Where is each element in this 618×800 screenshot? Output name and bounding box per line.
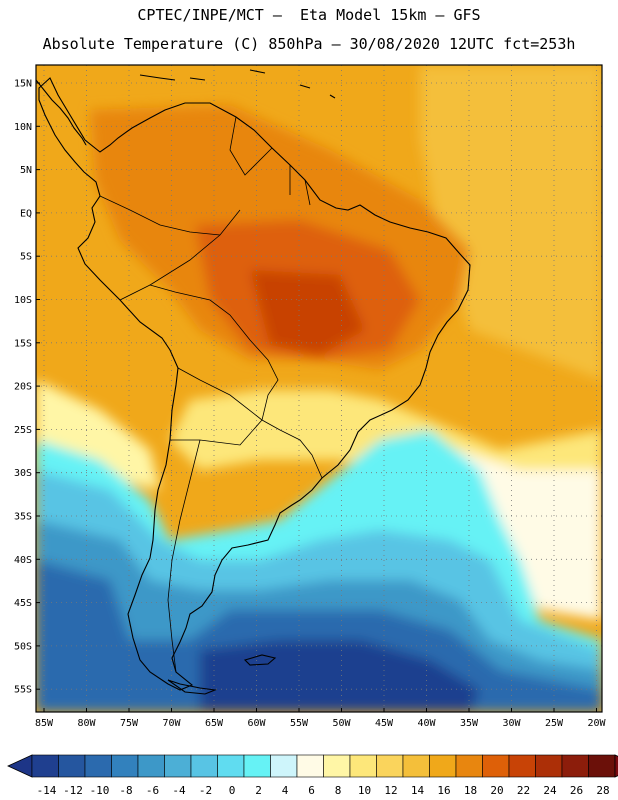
lon-label-80w: 80W (77, 718, 96, 729)
colorbar-swatch (137, 754, 165, 778)
falkland-islands (243, 654, 277, 666)
colorbar-swatch (323, 754, 351, 778)
lon-label-35w: 35W (460, 718, 479, 729)
guianas-borders (229, 116, 311, 206)
lon-label-55w: 55W (290, 718, 309, 729)
colorbar: -14 -12 -10 -8 -6 -4 -2 0 2 4 6 8 10 12 14 16 18 20 22 24 26… (7, 754, 618, 797)
colorbar-label: 16 (437, 784, 450, 797)
caribbean-islands (139, 69, 336, 99)
lon-label-30w: 30W (502, 718, 521, 729)
colorbar-swatch (84, 754, 112, 778)
lon-label-20w: 20W (587, 718, 606, 729)
lon-label-65w: 65W (205, 718, 224, 729)
field-atlantic-warm (420, 65, 602, 380)
colorbar-label: 20 (490, 784, 503, 797)
lat-label-10n: 10N (14, 122, 32, 133)
colorbar-swatch (270, 754, 298, 778)
colorbar-label: 2 (255, 784, 262, 797)
lon-label-45w: 45W (375, 718, 394, 729)
lat-label-45s: 45S (14, 598, 32, 609)
temperature-field (36, 65, 602, 712)
colorbar-swatch (376, 754, 404, 778)
colorbar-label: -6 (146, 784, 159, 797)
field-pacific-pale (36, 380, 160, 490)
colorbar-label: -14 (37, 784, 57, 797)
map-frame (35, 64, 603, 713)
longitude-labels: 85W 80W 75W 70W 65W 60W 55W 50W 45W 40W 35W 30W 25W 2… (35, 708, 607, 729)
lat-label-5n: 5N (20, 165, 32, 176)
colorbar-label: -8 (119, 784, 132, 797)
lon-label-50w: 50W (332, 718, 351, 729)
colorbar-swatch (243, 754, 271, 778)
colorbar-swatch (535, 754, 563, 778)
colorbar-label: 14 (411, 784, 425, 797)
field-coldest (200, 640, 480, 712)
colorbar-label: 12 (384, 784, 397, 797)
colorbar-swatch (349, 754, 377, 778)
lat-label-5s: 5S (20, 252, 32, 263)
colorbar-swatch (296, 754, 324, 778)
colorbar-label: 0 (229, 784, 236, 797)
colorbar-label: -10 (90, 784, 110, 797)
field-dark-blue (36, 560, 602, 712)
lat-label-40s: 40S (14, 555, 32, 566)
colorbar-swatch (482, 754, 510, 778)
chart-title-line1: CPTEC/INPE/MCT – Eta Model 15km – GFS (137, 6, 481, 24)
colorbar-under-arrow (7, 754, 33, 778)
colorbar-label: -4 (172, 784, 186, 797)
lat-label-10s: 10S (14, 295, 32, 306)
chart-title-line2: Absolute Temperature (C) 850hPa – 30/08/… (42, 35, 576, 53)
colorbar-swatch (58, 754, 86, 778)
colorbar-swatch (217, 754, 245, 778)
lon-label-70w: 70W (162, 718, 181, 729)
lon-label-40w: 40W (417, 718, 436, 729)
colorbar-swatch (455, 754, 483, 778)
colorbar-label: 10 (358, 784, 371, 797)
country-borders (99, 116, 323, 673)
tierra-del-fuego (167, 679, 218, 695)
colorbar-label: 6 (308, 784, 315, 797)
colorbar-label: -12 (63, 784, 83, 797)
colorbar-label: 4 (282, 784, 289, 797)
colorbar-label: 8 (335, 784, 342, 797)
colorbar-label: 28 (596, 784, 609, 797)
lon-label-85w: 85W (35, 718, 54, 729)
lon-label-25w: 25W (545, 718, 564, 729)
lat-label-15s: 15S (14, 338, 32, 349)
colorbar-swatch (588, 754, 616, 778)
lat-label-50s: 50S (14, 641, 32, 652)
colorbar-label: -2 (199, 784, 212, 797)
lat-label-eq: EQ (20, 208, 32, 219)
colorbar-swatch (508, 754, 536, 778)
colorbar-swatch (190, 754, 218, 778)
andes-borders (99, 195, 263, 673)
colorbar-swatch (111, 754, 139, 778)
colorbar-swatch (561, 754, 589, 778)
central-america (36, 79, 87, 146)
colorbar-label: 18 (464, 784, 477, 797)
colorbar-label: 24 (543, 784, 557, 797)
lat-label-20s: 20S (14, 382, 32, 393)
colorbar-label: 22 (517, 784, 530, 797)
lat-label-35s: 35S (14, 512, 32, 523)
lon-label-75w: 75W (120, 718, 139, 729)
colorbar-label: 26 (570, 784, 583, 797)
colorbar-swatch (164, 754, 192, 778)
brazil-border (149, 209, 323, 479)
lat-label-55s: 55S (14, 685, 32, 696)
latitude-labels: 15N 10N 5N EQ 5S 10S 15S 20S 25S 30S 35S 40S 45S 50S 5… (14, 79, 40, 696)
colorbar-swatch (31, 754, 59, 778)
field-core-hottest (250, 270, 365, 355)
colorbar-swatch (402, 754, 430, 778)
lat-label-30s: 30S (14, 468, 32, 479)
lat-label-25s: 25S (14, 425, 32, 436)
lat-label-15n: 15N (14, 79, 32, 90)
lon-label-60w: 60W (247, 718, 266, 729)
colorbar-over-arrow (614, 754, 618, 778)
colorbar-swatch (429, 754, 457, 778)
